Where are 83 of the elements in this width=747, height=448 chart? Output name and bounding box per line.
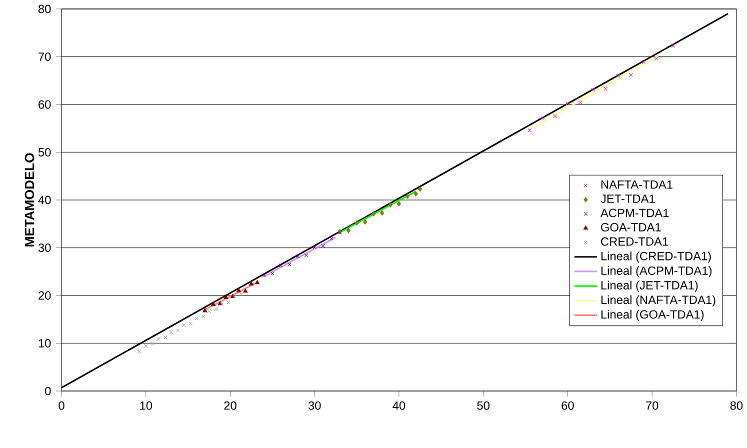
x-tick-label: 30 [308,402,321,410]
point [287,262,292,267]
x-tick-label: 60 [562,402,574,410]
x-tick-label: 0 [58,402,64,410]
y-tick-label: 70 [38,52,51,62]
point [150,342,155,346]
x-tick-label: 80 [730,402,743,410]
point [388,202,393,208]
point [156,337,160,342]
point [202,308,208,312]
legend-label: Lineal (NAFTA-TDA1) [601,296,716,307]
legend-label: JET-TDA1 [600,194,655,204]
point [169,330,174,334]
point [380,210,384,216]
point [414,191,418,197]
point [418,186,422,192]
point [354,220,359,226]
point [372,211,376,217]
legend-label: Lineal (JET-TDA1) [601,280,698,292]
x-tick-label: 50 [477,402,490,410]
point [540,116,544,120]
point [629,73,633,77]
point [604,86,608,91]
legend-label: Lineal (GOA-TDA1) [601,310,704,322]
y-tick-label: 0 [45,387,51,396]
point [591,88,595,92]
point [226,300,231,304]
point [188,322,193,326]
point [262,274,266,278]
point [163,336,168,340]
point [137,350,142,354]
point [616,74,620,78]
point [405,194,410,199]
point [346,228,350,234]
point [671,44,676,48]
point [254,280,260,284]
legend-label: GOA-TDA1 [601,223,661,232]
y-axis-title: METAMODELO [24,153,34,247]
point [201,314,206,319]
point [176,328,180,333]
point [321,244,325,248]
point [396,201,402,207]
x-tick-label: 40 [392,402,406,410]
x-tick-label: 20 [224,402,236,410]
point [207,310,212,314]
point [566,102,570,106]
point [144,344,148,348]
point [654,56,658,61]
y-tick-label: 50 [38,148,51,157]
point [243,288,248,293]
x-tick-label: 70 [646,402,658,410]
point [236,288,242,292]
point [224,294,228,300]
point [553,114,557,119]
point [249,282,254,286]
legend-label: Lineal (ACPM-TDA1) [601,266,712,278]
legend-label: ACPM-TDA1 [600,208,669,218]
legend-label: NAFTA-TDA1 [601,180,672,189]
point [312,246,317,250]
point [642,60,646,64]
point [232,295,236,300]
legend-label: Lineal (CRED-TDA1) [601,252,711,263]
y-tick-label: 80 [38,4,51,14]
point [270,272,274,276]
x-tick-label: 10 [140,402,152,410]
point [304,254,308,258]
point [211,302,216,306]
point [278,264,283,268]
point [182,323,186,328]
point [578,100,582,105]
point [239,292,244,296]
legend-label: CRED-TDA1 [601,237,668,246]
point [363,220,368,225]
y-tick-label: 60 [38,100,51,109]
point [330,236,334,241]
y-tick-label: 20 [38,291,51,300]
y-tick-label: 30 [38,244,51,252]
y-tick-label: 10 [38,339,51,348]
point [296,254,300,258]
y-tick-label: 40 [38,196,51,204]
point [214,308,218,312]
point [528,128,532,132]
point [194,316,198,321]
